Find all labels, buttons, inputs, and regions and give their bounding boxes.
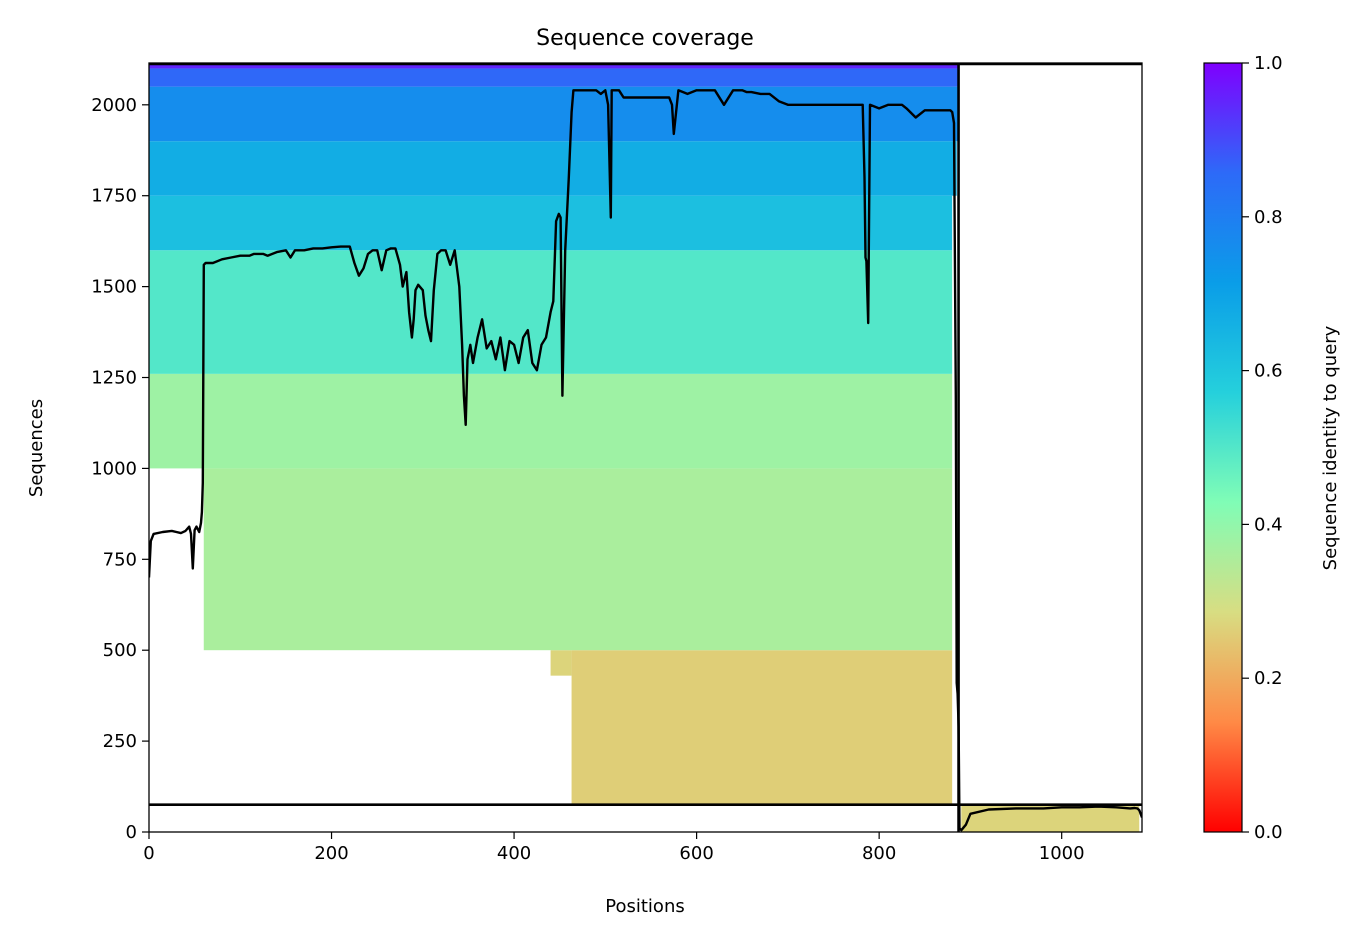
coverage-block-2 [203, 468, 953, 651]
x-tick-label: 1000 [1039, 843, 1085, 864]
y-tick-label: 1500 [91, 277, 137, 298]
colorbar-label: Sequence identity to query [1320, 325, 1341, 570]
y-tick-label: 1000 [91, 458, 137, 479]
colorbar [1203, 62, 1243, 833]
colorbar-tick-label: 0.6 [1254, 361, 1283, 382]
x-tick-label: 800 [862, 843, 896, 864]
y-tick-label: 2000 [91, 95, 137, 116]
x-axis-label: Positions [605, 896, 684, 917]
x-tick-label: 400 [497, 843, 531, 864]
x-tick-label: 0 [143, 843, 154, 864]
colorbar-tick-label: 0.0 [1254, 822, 1283, 843]
y-tick-label: 500 [103, 640, 137, 661]
coverage-blocks [149, 63, 1140, 832]
coverage-block-6 [149, 141, 957, 196]
y-tick-label: 250 [103, 731, 137, 752]
coverage-block-7 [149, 86, 959, 142]
coverage-block-1 [550, 650, 572, 676]
x-tick-label: 600 [679, 843, 713, 864]
y-axis-ticks: 0 250 500 750 1000 1250 1500 1750 2000 [91, 95, 149, 843]
x-axis-ticks: 0 200 400 600 800 1000 [143, 832, 1085, 864]
coverage-line [149, 89, 1142, 832]
coverage-block-5 [149, 195, 953, 251]
y-tick-label: 750 [103, 549, 137, 570]
chart-title: Sequence coverage [536, 26, 754, 51]
y-tick-label: 1250 [91, 368, 137, 389]
y-tick-label: 0 [126, 822, 137, 843]
colorbar-ticks: 0.0 0.2 0.4 0.6 0.8 1.0 [1242, 53, 1283, 843]
colorbar-tick-label: 0.2 [1254, 668, 1283, 689]
coverage-block-9 [149, 63, 959, 69]
plot-frame [148, 62, 1143, 833]
x-tick-label: 200 [314, 843, 348, 864]
coverage-block-8 [149, 68, 959, 87]
colorbar-tick-label: 1.0 [1254, 53, 1283, 74]
y-axis-label: Sequences [26, 399, 47, 497]
coverage-block-0 [571, 650, 953, 805]
coverage-block-3 [149, 373, 953, 469]
y-tick-label: 1750 [91, 186, 137, 207]
colorbar-tick-label: 0.8 [1254, 207, 1283, 228]
colorbar-tick-label: 0.4 [1254, 514, 1283, 535]
